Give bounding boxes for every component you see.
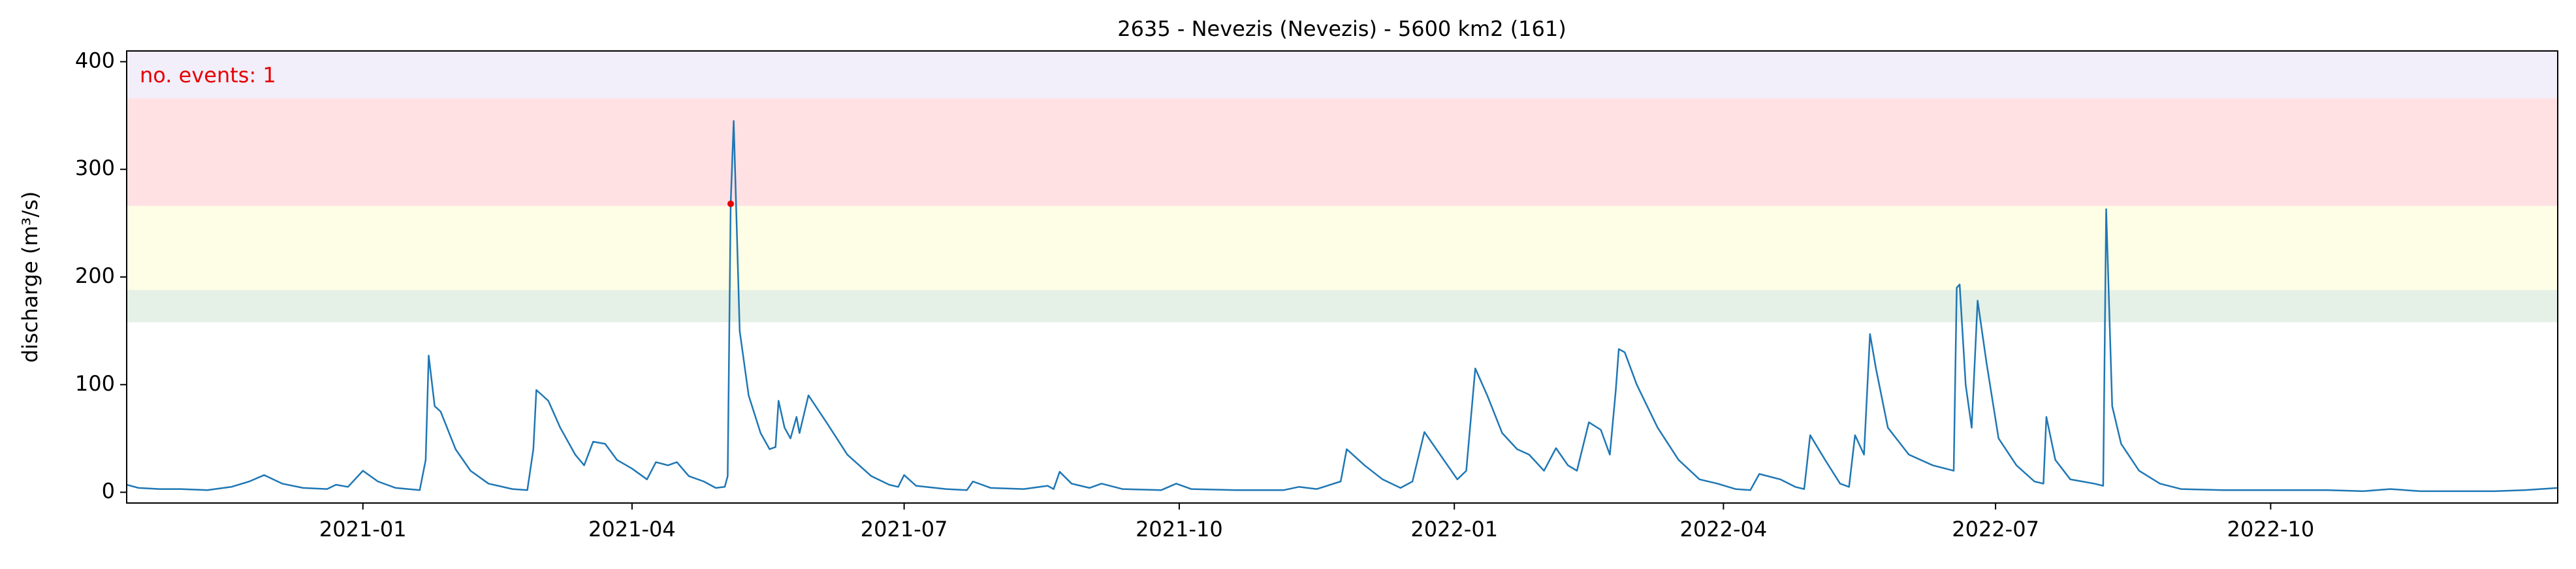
- threshold-band: [127, 98, 2558, 206]
- threshold-band: [127, 289, 2558, 323]
- x-tick-label: 2022-07: [1952, 517, 2039, 542]
- x-tick-label: 2021-07: [861, 517, 948, 542]
- event-point: [727, 200, 735, 207]
- x-tick-label: 2021-04: [588, 517, 676, 542]
- threshold-band: [127, 51, 2558, 99]
- x-tick-label: 2021-10: [1136, 517, 1223, 542]
- y-axis-label: discharge (m³/s): [18, 191, 42, 363]
- y-tick-label: 300: [75, 155, 115, 180]
- x-tick-label: 2021-01: [319, 517, 407, 542]
- x-tick-label: 2022-10: [2227, 517, 2315, 542]
- y-tick-label: 0: [102, 479, 115, 504]
- discharge-line: [126, 120, 2558, 493]
- chart-title: 2635 - Nevezis (Nevezis) - 5600 km2 (161…: [1117, 16, 1566, 41]
- y-tick-label: 400: [75, 48, 115, 73]
- x-tick-label: 2022-01: [1410, 517, 1498, 542]
- x-tick-label: 2022-04: [1680, 517, 1768, 542]
- y-tick-label: 100: [75, 371, 115, 396]
- annotation: no. events: 1: [140, 63, 276, 88]
- y-tick-label: 200: [75, 263, 115, 288]
- plot-frame: [126, 50, 2558, 504]
- threshold-band: [127, 206, 2558, 290]
